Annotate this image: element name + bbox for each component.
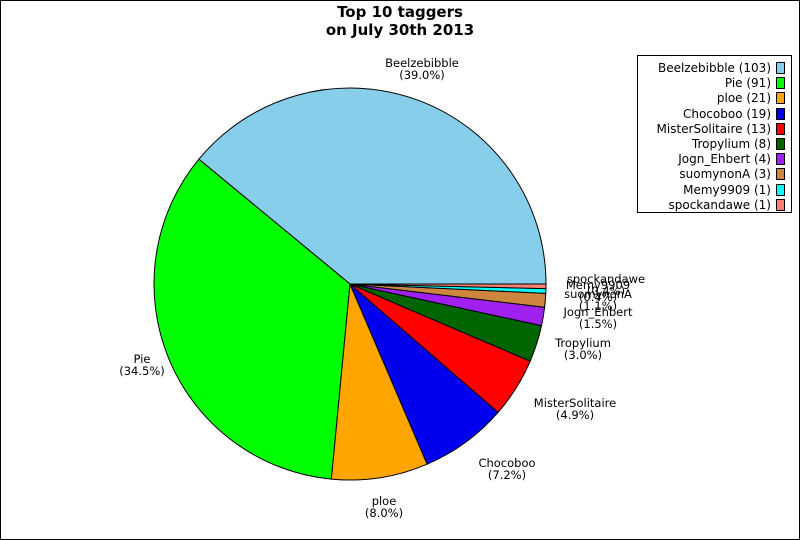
slice-label-tropylium: Tropylium(3.0%) — [554, 336, 611, 362]
legend-label: Pie (91) — [724, 76, 771, 91]
legend-label: Jogn_Ehbert (4) — [678, 152, 771, 167]
slice-label-percent: (8.0%) — [365, 506, 403, 520]
slice-label-jogn-ehbert: Jogn_Ehbert(1.5%) — [563, 305, 633, 331]
legend-item: Tropylium (8) — [692, 136, 785, 152]
slice-label-memy9909: Memy9909(0.4%) — [566, 278, 630, 304]
legend-swatch — [776, 107, 785, 120]
slice-label-percent: (3.0%) — [564, 348, 602, 362]
legend-label: ploe (21) — [716, 91, 771, 106]
legend: Beelzebibble (103) Pie (91) ploe (21) Choco… — [637, 55, 792, 213]
legend-label: suomynonA (3) — [679, 167, 771, 182]
chart-title-line-1: Top 10 taggers — [337, 3, 463, 21]
legend-swatch — [776, 122, 785, 135]
pie-slice-beelzebibble — [198, 87, 547, 285]
legend-item: ploe (21) — [717, 90, 785, 106]
slice-label-name: Memy9909 — [566, 278, 630, 292]
legend-item: Pie (91) — [725, 75, 785, 91]
chart-title: Top 10 taggers on July 30th 2013 — [0, 3, 800, 39]
legend-label: Tropylium (8) — [691, 137, 771, 151]
slice-label-spockandawe: spockandawe(0.4%) — [567, 272, 645, 298]
legend-swatch — [776, 153, 785, 166]
legend-item: MisterSolitaire (13) — [657, 121, 785, 137]
legend-swatch — [776, 92, 785, 105]
slice-label-name: Pie — [134, 352, 151, 366]
legend-swatch — [776, 198, 785, 211]
legend-swatch — [776, 77, 785, 90]
slice-label-beelzebibble: Beelzebibble(39.0%) — [385, 56, 459, 82]
chart-title-line-2: on July 30th 2013 — [325, 21, 475, 39]
slice-label-name: Jogn_Ehbert — [563, 305, 633, 319]
legend-swatch — [776, 62, 785, 74]
legend-item: Beelzebibble (103) — [658, 60, 785, 76]
slice-label-percent: (39.0%) — [399, 68, 445, 82]
pie-slice-spockandawe — [349, 283, 547, 290]
legend-label: MisterSolitaire (13) — [656, 121, 771, 136]
slice-label-name: spockandawe — [567, 272, 645, 286]
slice-label-percent: (7.2%) — [488, 468, 526, 482]
slice-label-suomynona: suomynonA(1.1%) — [564, 287, 632, 313]
legend-item: spockandawe (1) — [668, 197, 785, 213]
pie-slice-ploe — [330, 283, 428, 481]
legend-swatch — [776, 183, 785, 196]
slice-label-name: ploe — [372, 494, 397, 508]
slice-label-mistersolitaire: MisterSolitaire(4.9%) — [534, 396, 616, 422]
slice-label-ploe: ploe(8.0%) — [365, 494, 403, 520]
slice-label-percent: (1.5%) — [579, 317, 617, 331]
legend-label: spockandawe (1) — [668, 197, 772, 212]
slice-label-percent: (0.4%) — [579, 290, 617, 304]
legend-item: Memy9909 (1) — [683, 182, 785, 198]
legend-label: Chocoboo (19) — [682, 106, 771, 121]
slice-label-percent: (1.1%) — [579, 299, 617, 313]
slice-label-name: Chocoboo — [478, 456, 535, 470]
slice-label-percent: (0.4%) — [587, 284, 625, 298]
legend-swatch — [776, 168, 785, 181]
slice-label-name: Tropylium — [554, 336, 611, 350]
legend-swatch — [776, 138, 785, 150]
legend-label: Beelzebibble (103) — [658, 61, 771, 75]
slice-label-pie: Pie(34.5%) — [119, 352, 165, 378]
slice-label-chocoboo: Chocoboo(7.2%) — [478, 456, 535, 482]
slice-label-name: MisterSolitaire — [534, 396, 616, 410]
slice-label-name: Beelzebibble — [385, 56, 459, 70]
pie-slice-pie — [153, 158, 351, 480]
slice-label-percent: (4.9%) — [556, 408, 594, 422]
legend-item: Chocoboo (19) — [683, 106, 785, 122]
legend-item: Jogn_Ehbert (4) — [678, 151, 785, 167]
legend-item: suomynonA (3) — [679, 166, 785, 182]
legend-label: Memy9909 (1) — [683, 182, 771, 197]
slice-label-name: suomynonA — [564, 287, 632, 301]
slice-label-percent: (34.5%) — [119, 364, 165, 378]
